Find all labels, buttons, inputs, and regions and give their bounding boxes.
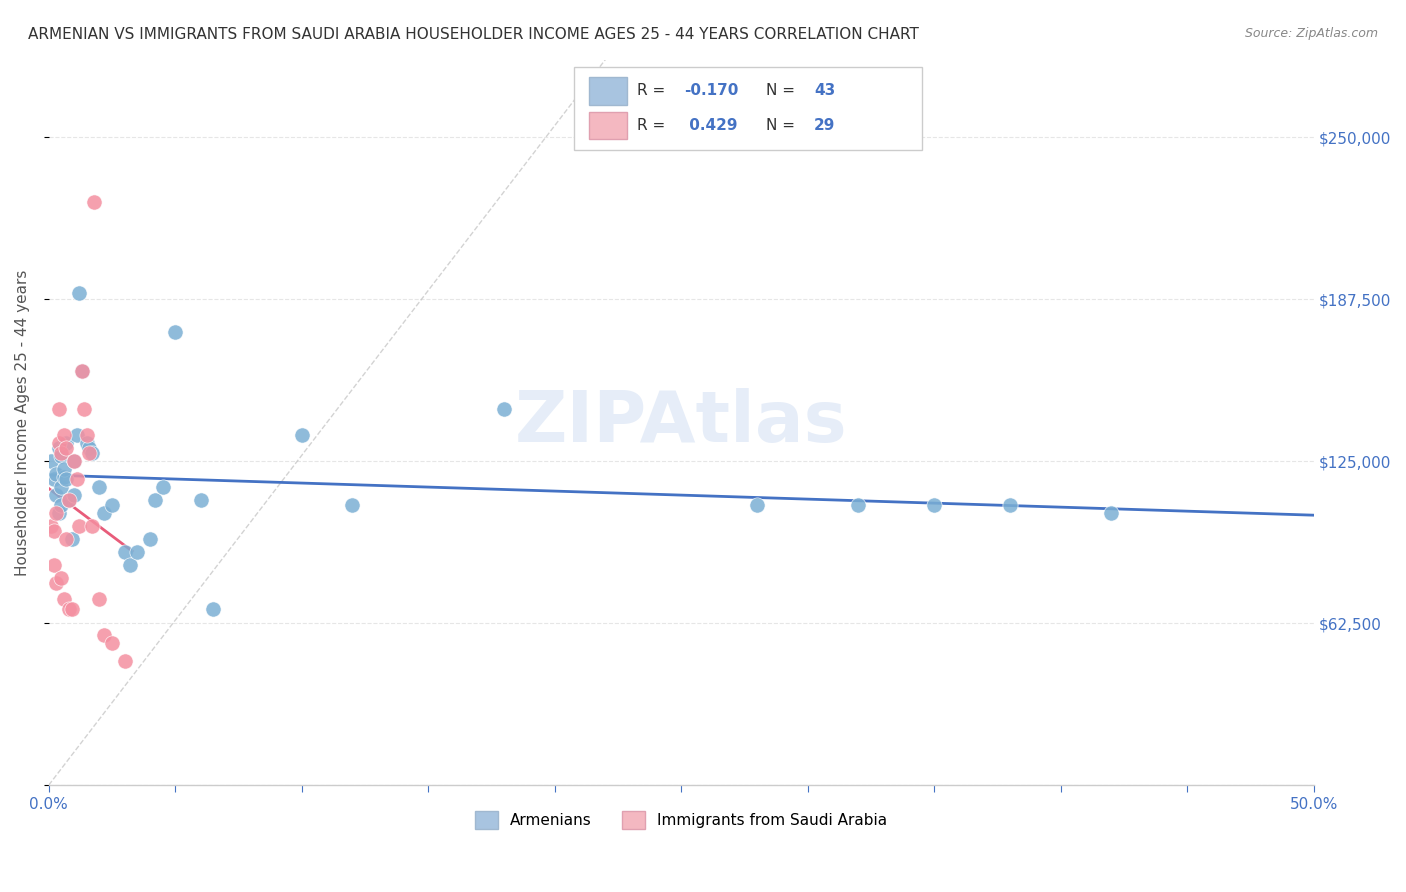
Point xyxy=(165,325,187,339)
Point xyxy=(42,472,65,486)
Point xyxy=(52,469,75,483)
Point xyxy=(76,428,98,442)
Point xyxy=(63,488,86,502)
Point xyxy=(58,493,80,508)
Text: 43: 43 xyxy=(814,83,835,98)
Point xyxy=(65,472,87,486)
Text: R =: R = xyxy=(637,83,671,98)
Point xyxy=(114,545,136,559)
Point xyxy=(93,506,115,520)
Point xyxy=(42,558,65,572)
Point xyxy=(51,449,73,463)
Point xyxy=(77,442,100,456)
Point xyxy=(52,591,75,606)
Point xyxy=(846,498,869,512)
Point xyxy=(77,446,100,460)
Point xyxy=(67,519,90,533)
Y-axis label: Householder Income Ages 25 - 44 years: Householder Income Ages 25 - 44 years xyxy=(15,269,30,575)
Point xyxy=(60,532,83,546)
Bar xyxy=(589,77,627,104)
Point xyxy=(89,591,111,606)
Point xyxy=(494,402,516,417)
Legend: Armenians, Immigrants from Saudi Arabia: Armenians, Immigrants from Saudi Arabia xyxy=(468,805,894,836)
Point xyxy=(73,402,96,417)
Point xyxy=(118,558,141,572)
Bar xyxy=(574,67,921,150)
Point xyxy=(51,498,73,512)
Point xyxy=(139,532,162,546)
Point xyxy=(70,363,93,377)
Point xyxy=(45,506,67,520)
Point xyxy=(67,285,90,300)
Point xyxy=(152,480,174,494)
Point xyxy=(80,446,103,460)
Point xyxy=(65,428,87,442)
Point xyxy=(55,442,77,456)
Point xyxy=(89,480,111,494)
Point xyxy=(101,498,124,512)
Bar xyxy=(589,112,627,139)
Text: N =: N = xyxy=(766,118,800,133)
Point xyxy=(80,519,103,533)
Point xyxy=(70,363,93,377)
Point xyxy=(63,454,86,468)
Point xyxy=(51,480,73,494)
Point xyxy=(114,654,136,668)
Point xyxy=(39,519,62,533)
Point xyxy=(48,442,70,456)
Text: Source: ZipAtlas.com: Source: ZipAtlas.com xyxy=(1244,27,1378,40)
Point xyxy=(55,532,77,546)
Point xyxy=(747,498,769,512)
Point xyxy=(55,472,77,486)
Point xyxy=(58,493,80,508)
Point xyxy=(83,195,105,210)
Point xyxy=(1099,506,1122,520)
Point xyxy=(922,498,945,512)
Point xyxy=(101,635,124,649)
Point xyxy=(202,602,225,616)
Point xyxy=(48,436,70,450)
Point xyxy=(143,493,166,508)
Point xyxy=(52,462,75,476)
Point xyxy=(51,571,73,585)
Point xyxy=(127,545,149,559)
Point xyxy=(42,524,65,538)
Point xyxy=(55,436,77,450)
Text: 29: 29 xyxy=(814,118,835,133)
Point xyxy=(63,454,86,468)
Text: N =: N = xyxy=(766,83,800,98)
Point xyxy=(52,428,75,442)
Point xyxy=(51,446,73,460)
Text: ARMENIAN VS IMMIGRANTS FROM SAUDI ARABIA HOUSEHOLDER INCOME AGES 25 - 44 YEARS C: ARMENIAN VS IMMIGRANTS FROM SAUDI ARABIA… xyxy=(28,27,920,42)
Point xyxy=(48,402,70,417)
Point xyxy=(45,488,67,502)
Point xyxy=(45,467,67,482)
Point xyxy=(76,436,98,450)
Text: ZIPAtlas: ZIPAtlas xyxy=(515,388,848,457)
Point xyxy=(60,602,83,616)
Point xyxy=(58,602,80,616)
Point xyxy=(291,428,314,442)
Point xyxy=(342,498,364,512)
Point xyxy=(93,628,115,642)
Point xyxy=(190,493,212,508)
Text: -0.170: -0.170 xyxy=(683,83,738,98)
Point xyxy=(45,576,67,591)
Point xyxy=(48,506,70,520)
Point xyxy=(39,454,62,468)
Point xyxy=(998,498,1021,512)
Text: 0.429: 0.429 xyxy=(683,118,737,133)
Text: R =: R = xyxy=(637,118,671,133)
